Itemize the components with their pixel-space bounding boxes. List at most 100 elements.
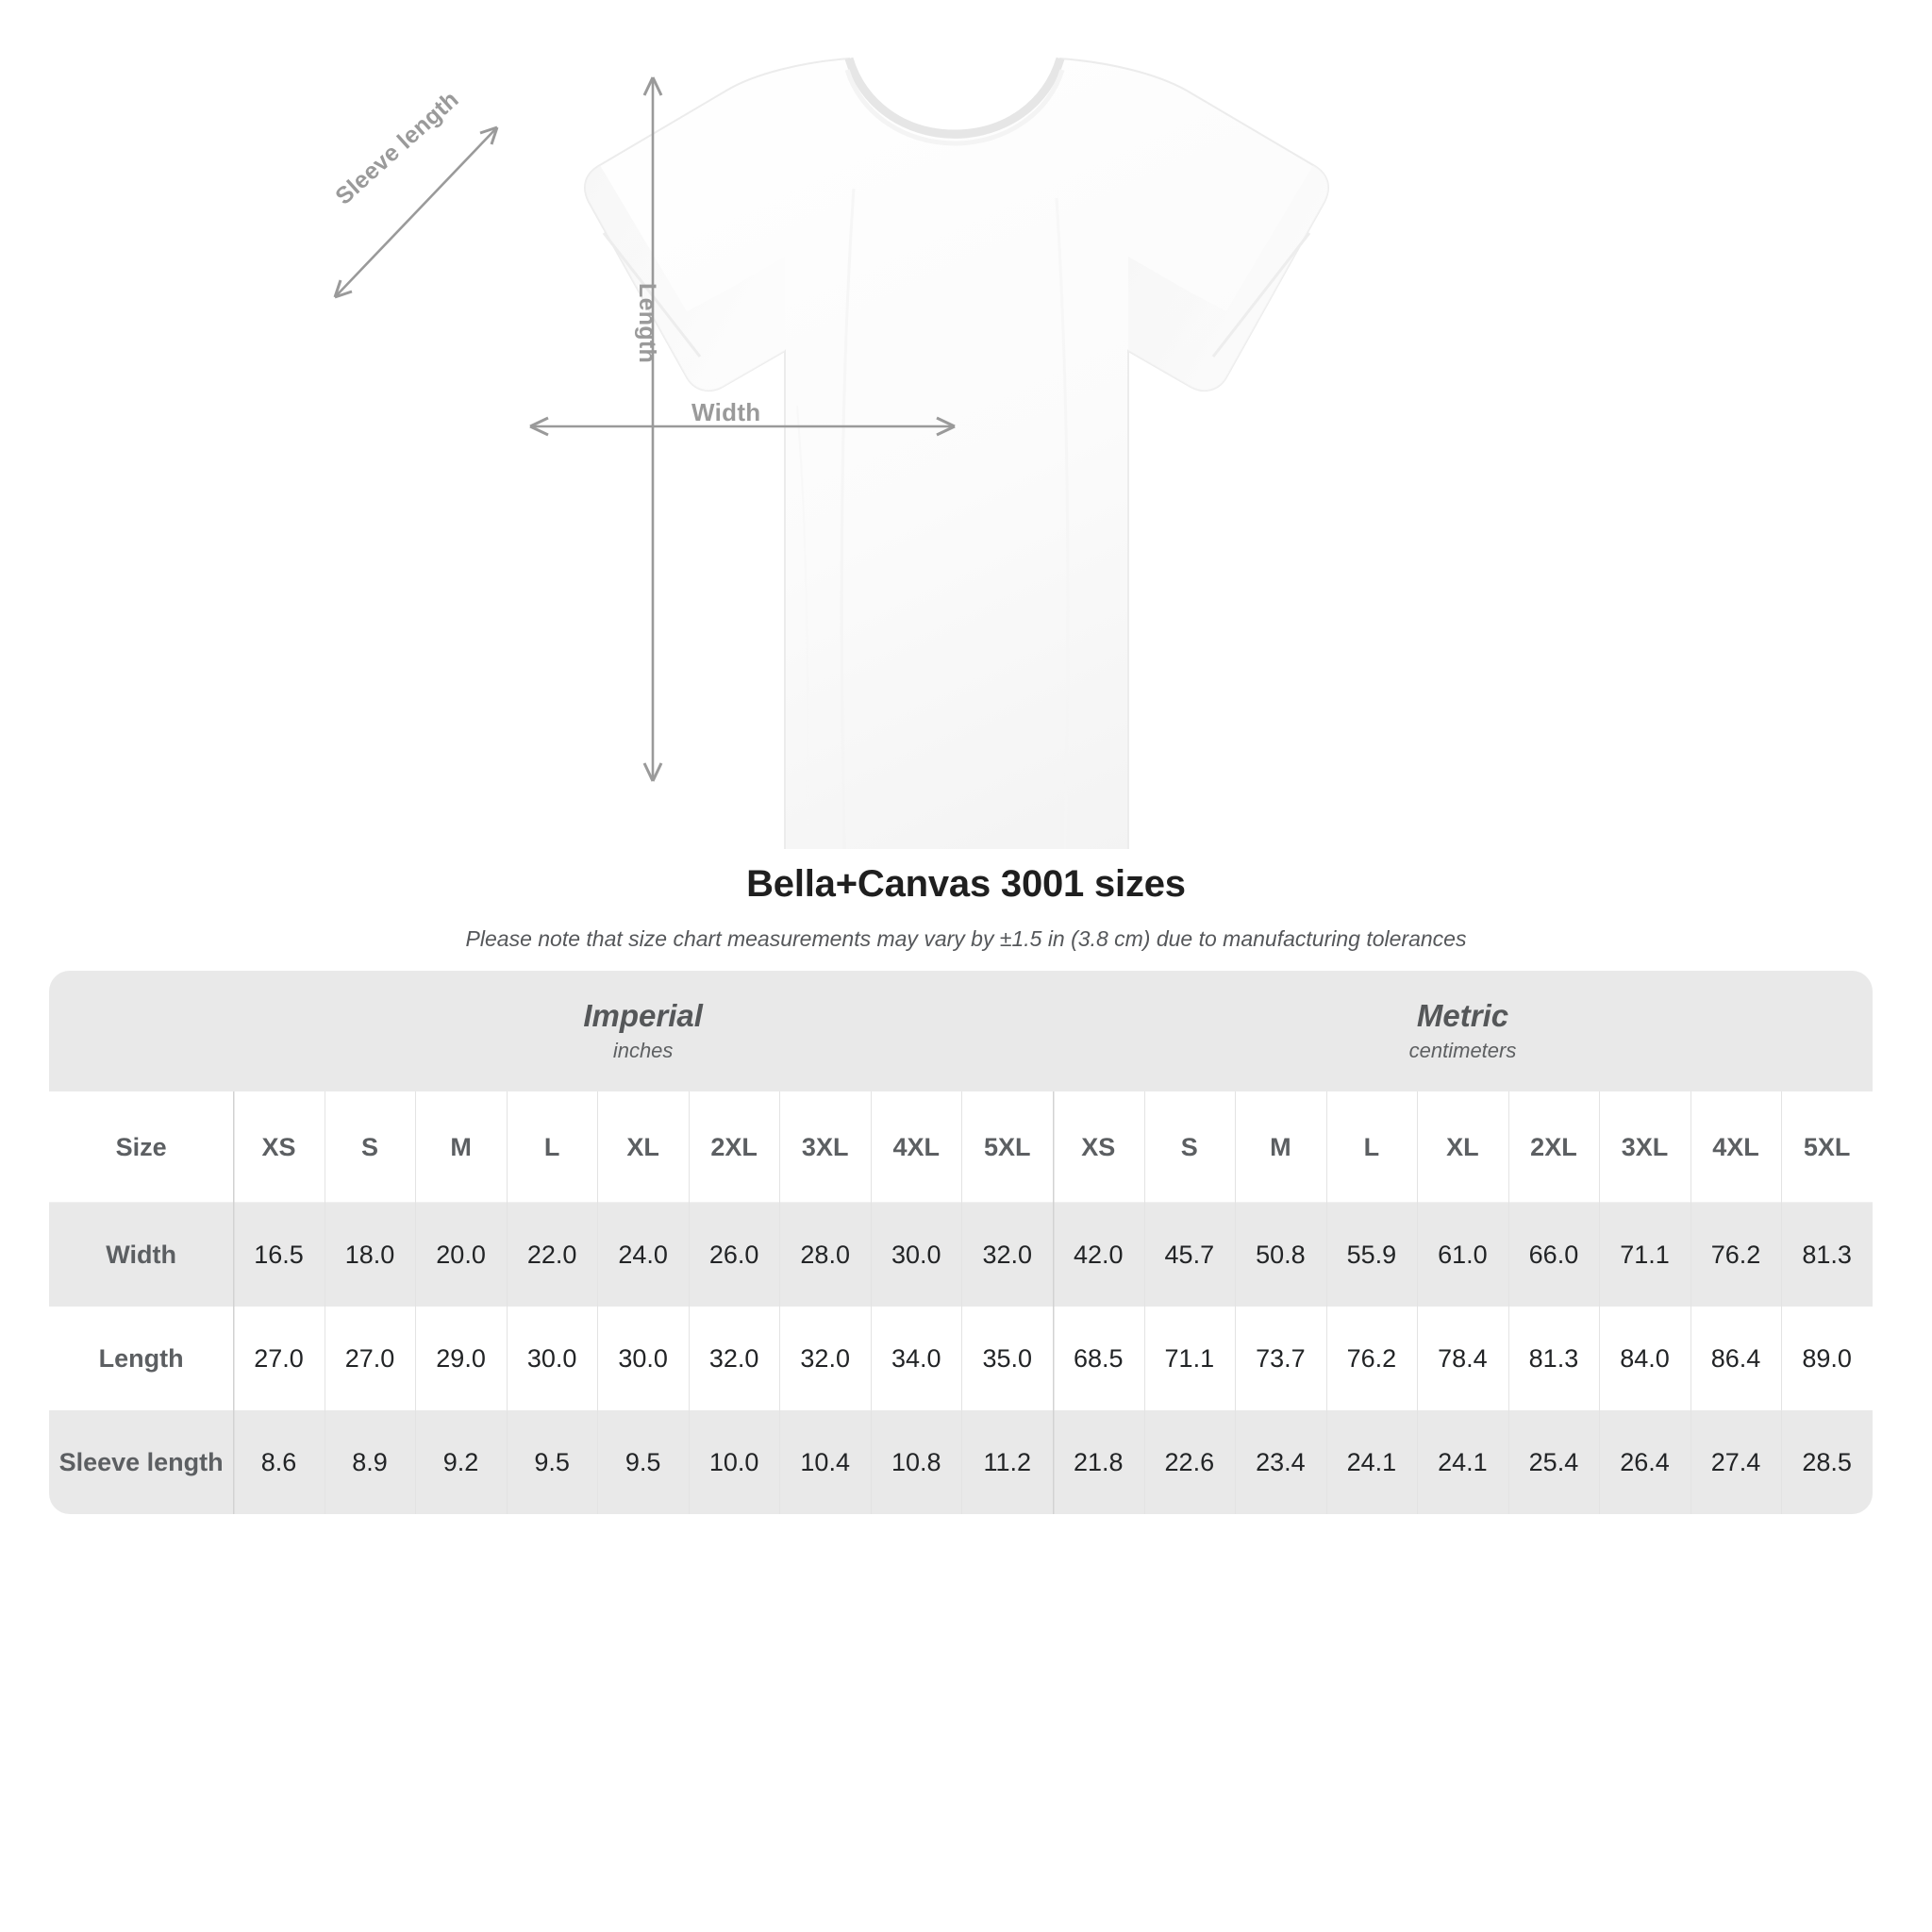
size-header-metric-l: L (1325, 1091, 1418, 1203)
size-header-imperial-4xl: 4XL (870, 1091, 962, 1203)
cell-imperial-width-3xl: 28.0 (779, 1203, 871, 1307)
cell-metric-length-m: 73.7 (1235, 1307, 1326, 1410)
cell-imperial-width-s: 18.0 (324, 1203, 416, 1307)
width-annotation: Width (691, 398, 761, 426)
size-header-row: Size XS S M L XL 2XL 3XL 4XL 5XL XS S M L XL 2XL 3XL 4XL 5… (49, 1091, 1873, 1203)
cell-imperial-length-5xl: 35.0 (961, 1307, 1054, 1410)
cell-imperial-sleeve-length-xl: 9.5 (597, 1410, 689, 1514)
cell-metric-width-3xl: 71.1 (1599, 1203, 1690, 1307)
cell-metric-length-4xl: 86.4 (1690, 1307, 1782, 1410)
size-header-imperial-l: L (506, 1091, 598, 1203)
size-table-wrapper: Imperial inches Metric centimeters Size XS S M L… (49, 971, 1873, 1514)
size-table: Imperial inches Metric centimeters Size XS S M L… (49, 971, 1873, 1514)
cell-metric-length-s: 71.1 (1143, 1307, 1236, 1410)
table-row: Width 16.5 18.0 20.0 22.0 24.0 26.0 28.0 30.0 32.… (49, 1203, 1873, 1307)
size-header-metric-m: M (1235, 1091, 1326, 1203)
cell-metric-length-xl: 78.4 (1417, 1307, 1508, 1410)
cell-imperial-sleeve-length-xs: 8.6 (233, 1410, 325, 1514)
cell-metric-length-5xl: 89.0 (1781, 1307, 1873, 1410)
row-header-sleeve-length: Sleeve length (49, 1410, 234, 1514)
size-header-metric-xl: XL (1417, 1091, 1508, 1203)
imperial-system-label: Imperial (583, 998, 703, 1034)
size-header-metric-s: S (1143, 1091, 1236, 1203)
units-band-row: Imperial inches Metric centimeters (49, 971, 1873, 1091)
cell-imperial-length-xs: 27.0 (233, 1307, 325, 1410)
cell-imperial-length-l: 30.0 (506, 1307, 598, 1410)
size-header-metric-2xl: 2XL (1507, 1091, 1600, 1203)
cell-metric-sleeve-length-m: 23.4 (1235, 1410, 1326, 1514)
size-header-metric-4xl: 4XL (1690, 1091, 1782, 1203)
cell-imperial-sleeve-length-l: 9.5 (506, 1410, 598, 1514)
page-title: Bella+Canvas 3001 sizes (746, 863, 1186, 905)
cell-metric-sleeve-length-l: 24.1 (1325, 1410, 1418, 1514)
cell-imperial-width-4xl: 30.0 (870, 1203, 962, 1307)
cell-imperial-width-xs: 16.5 (233, 1203, 325, 1307)
cell-metric-width-l: 55.9 (1325, 1203, 1418, 1307)
cell-metric-length-l: 76.2 (1325, 1307, 1418, 1410)
cell-imperial-sleeve-length-m: 9.2 (415, 1410, 507, 1514)
cell-metric-width-xs: 42.0 (1053, 1203, 1144, 1307)
cell-metric-length-2xl: 81.3 (1507, 1307, 1600, 1410)
title-block: Bella+Canvas 3001 sizes Please note that… (0, 863, 1932, 952)
table-row: Length 27.0 27.0 29.0 30.0 30.0 32.0 32.0 34.0 35… (49, 1307, 1873, 1410)
cell-metric-width-5xl: 81.3 (1781, 1203, 1873, 1307)
cell-imperial-width-xl: 24.0 (597, 1203, 689, 1307)
cell-metric-sleeve-length-3xl: 26.4 (1599, 1410, 1690, 1514)
row-header-width: Width (49, 1203, 234, 1307)
cell-imperial-width-2xl: 26.0 (688, 1203, 780, 1307)
units-band-spacer (49, 971, 234, 1091)
cell-metric-sleeve-length-xl: 24.1 (1417, 1410, 1508, 1514)
cell-imperial-length-s: 27.0 (324, 1307, 416, 1410)
cell-metric-sleeve-length-4xl: 27.4 (1690, 1410, 1782, 1514)
tshirt-diagram: Sleeve length Length Width (0, 0, 1932, 849)
cell-imperial-length-4xl: 34.0 (870, 1307, 962, 1410)
size-header-imperial-m: M (415, 1091, 507, 1203)
tshirt-shape (584, 57, 1329, 849)
metric-system-label: Metric (1416, 998, 1509, 1034)
tshirt-illustration (333, 57, 1329, 849)
cell-imperial-sleeve-length-4xl: 10.8 (870, 1410, 962, 1514)
table-row: Sleeve length 8.6 8.9 9.2 9.5 9.5 10.0 10.4 10.8… (49, 1410, 1873, 1514)
cell-imperial-width-l: 22.0 (506, 1203, 598, 1307)
cell-imperial-length-2xl: 32.0 (688, 1307, 780, 1410)
cell-metric-sleeve-length-s: 22.6 (1143, 1410, 1236, 1514)
imperial-unit-label: inches (612, 1038, 674, 1062)
cell-imperial-sleeve-length-s: 8.9 (324, 1410, 416, 1514)
size-header-metric-3xl: 3XL (1599, 1091, 1690, 1203)
cell-metric-sleeve-length-2xl: 25.4 (1507, 1410, 1600, 1514)
measurement-guides (333, 76, 956, 782)
cell-metric-length-3xl: 84.0 (1599, 1307, 1690, 1410)
cell-metric-length-xs: 68.5 (1053, 1307, 1144, 1410)
tolerance-note: Please note that size chart measurements… (465, 926, 1467, 951)
cell-imperial-sleeve-length-2xl: 10.0 (688, 1410, 780, 1514)
cell-metric-width-xl: 61.0 (1417, 1203, 1508, 1307)
metric-unit-header: Metric centimeters (1053, 971, 1873, 1091)
size-column-header: Size (49, 1091, 234, 1203)
size-header-imperial-xs: XS (233, 1091, 325, 1203)
row-header-length: Length (49, 1307, 234, 1410)
size-header-imperial-3xl: 3XL (779, 1091, 871, 1203)
cell-imperial-length-3xl: 32.0 (779, 1307, 871, 1410)
metric-unit-label: centimeters (1408, 1038, 1517, 1062)
cell-imperial-width-5xl: 32.0 (961, 1203, 1054, 1307)
length-annotation: Length (634, 283, 660, 364)
cell-metric-width-2xl: 66.0 (1507, 1203, 1600, 1307)
cell-metric-width-s: 45.7 (1143, 1203, 1236, 1307)
cell-imperial-length-m: 29.0 (415, 1307, 507, 1410)
cell-metric-width-m: 50.8 (1235, 1203, 1326, 1307)
size-header-imperial-xl: XL (597, 1091, 689, 1203)
cell-imperial-sleeve-length-3xl: 10.4 (779, 1410, 871, 1514)
cell-imperial-length-xl: 30.0 (597, 1307, 689, 1410)
size-header-imperial-s: S (324, 1091, 416, 1203)
size-header-metric-5xl: 5XL (1781, 1091, 1873, 1203)
cell-metric-sleeve-length-5xl: 28.5 (1781, 1410, 1873, 1514)
cell-imperial-width-m: 20.0 (415, 1203, 507, 1307)
cell-metric-width-4xl: 76.2 (1690, 1203, 1782, 1307)
cell-imperial-sleeve-length-5xl: 11.2 (961, 1410, 1054, 1514)
cell-metric-sleeve-length-xs: 21.8 (1053, 1410, 1144, 1514)
size-header-imperial-5xl: 5XL (961, 1091, 1054, 1203)
imperial-unit-header: Imperial inches (233, 971, 1054, 1091)
size-header-metric-xs: XS (1053, 1091, 1144, 1203)
size-header-imperial-2xl: 2XL (688, 1091, 780, 1203)
